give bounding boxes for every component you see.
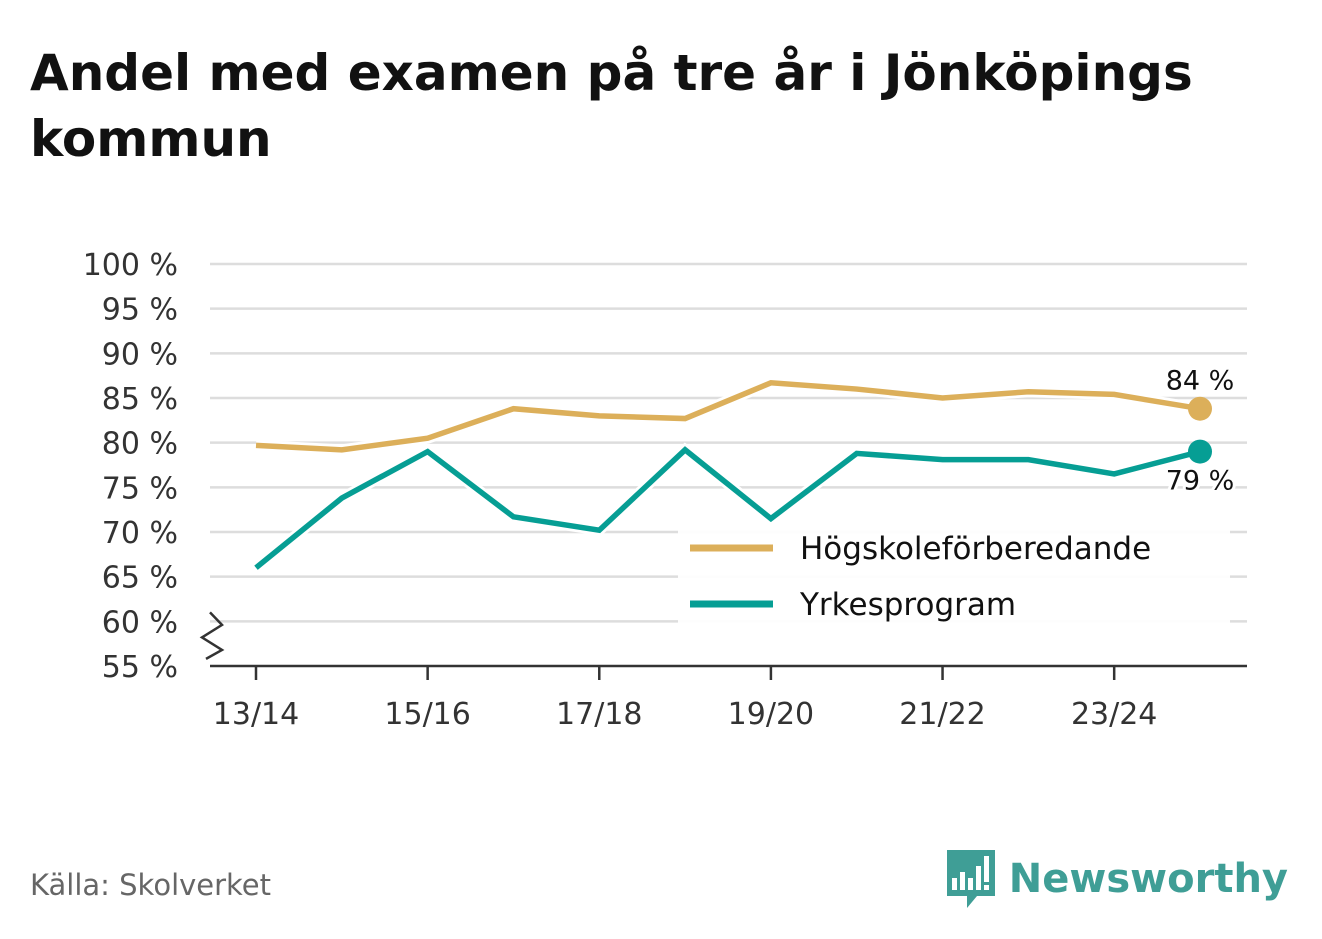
series-lines [252,377,1202,573]
legend-label: Yrkesprogram [799,587,1016,623]
line-chart: 100 % 95 % 90 % 85 % 80 % 75 % 70 % 65 % 60 % 55 … [83,248,1247,732]
legend: Högskoleförberedande Yrkesprogram [678,522,1230,626]
end-point-marker [1188,396,1212,421]
y-tick-label: 100 % [83,248,178,283]
x-tick-label: 23/24 [1071,697,1157,732]
end-value-label: 79 % [1166,466,1235,497]
x-tick-label: 13/14 [213,697,299,732]
end-point-marker [1188,439,1212,464]
legend-background [678,522,1230,626]
x-tick-label: 17/18 [556,697,642,732]
x-tick-label: 15/16 [384,697,470,732]
legend-label: Högskoleförberedande [800,531,1151,567]
end-value-label: 84 % [1166,366,1235,397]
series-line-2 [254,446,1201,570]
brand-logo: Newsworthy [943,848,1288,910]
source-note: Källa: Skolverket [30,868,272,902]
y-tick-label: 55 % [102,650,178,685]
axis-break-mark [199,611,225,660]
chart-title: Andel med examen på tre år i Jönköpings … [30,44,1193,168]
x-axis: 13/14 15/16 17/18 19/20 21/22 23/24 [199,611,1247,732]
y-tick-label: 90 % [102,337,178,372]
brand-name: Newsworthy [1008,856,1288,902]
y-axis-labels: 100 % 95 % 90 % 85 % 80 % 75 % 70 % 65 % 60 % 55 … [83,248,178,685]
x-tick-label: 21/22 [899,697,985,732]
end-labels: 84 % 79 % [1163,363,1238,500]
y-tick-label: 60 % [102,605,178,640]
x-tick-label: 19/20 [728,697,814,732]
y-tick-label: 85 % [102,382,178,417]
series-line-1 [255,380,1201,453]
y-tick-label: 80 % [102,427,178,462]
y-tick-label: 95 % [102,293,178,328]
y-tick-label: 75 % [102,471,178,506]
y-tick-label: 70 % [102,516,178,551]
y-tick-label: 65 % [102,561,178,596]
bar-chart-speech-bubble-icon [946,850,995,908]
